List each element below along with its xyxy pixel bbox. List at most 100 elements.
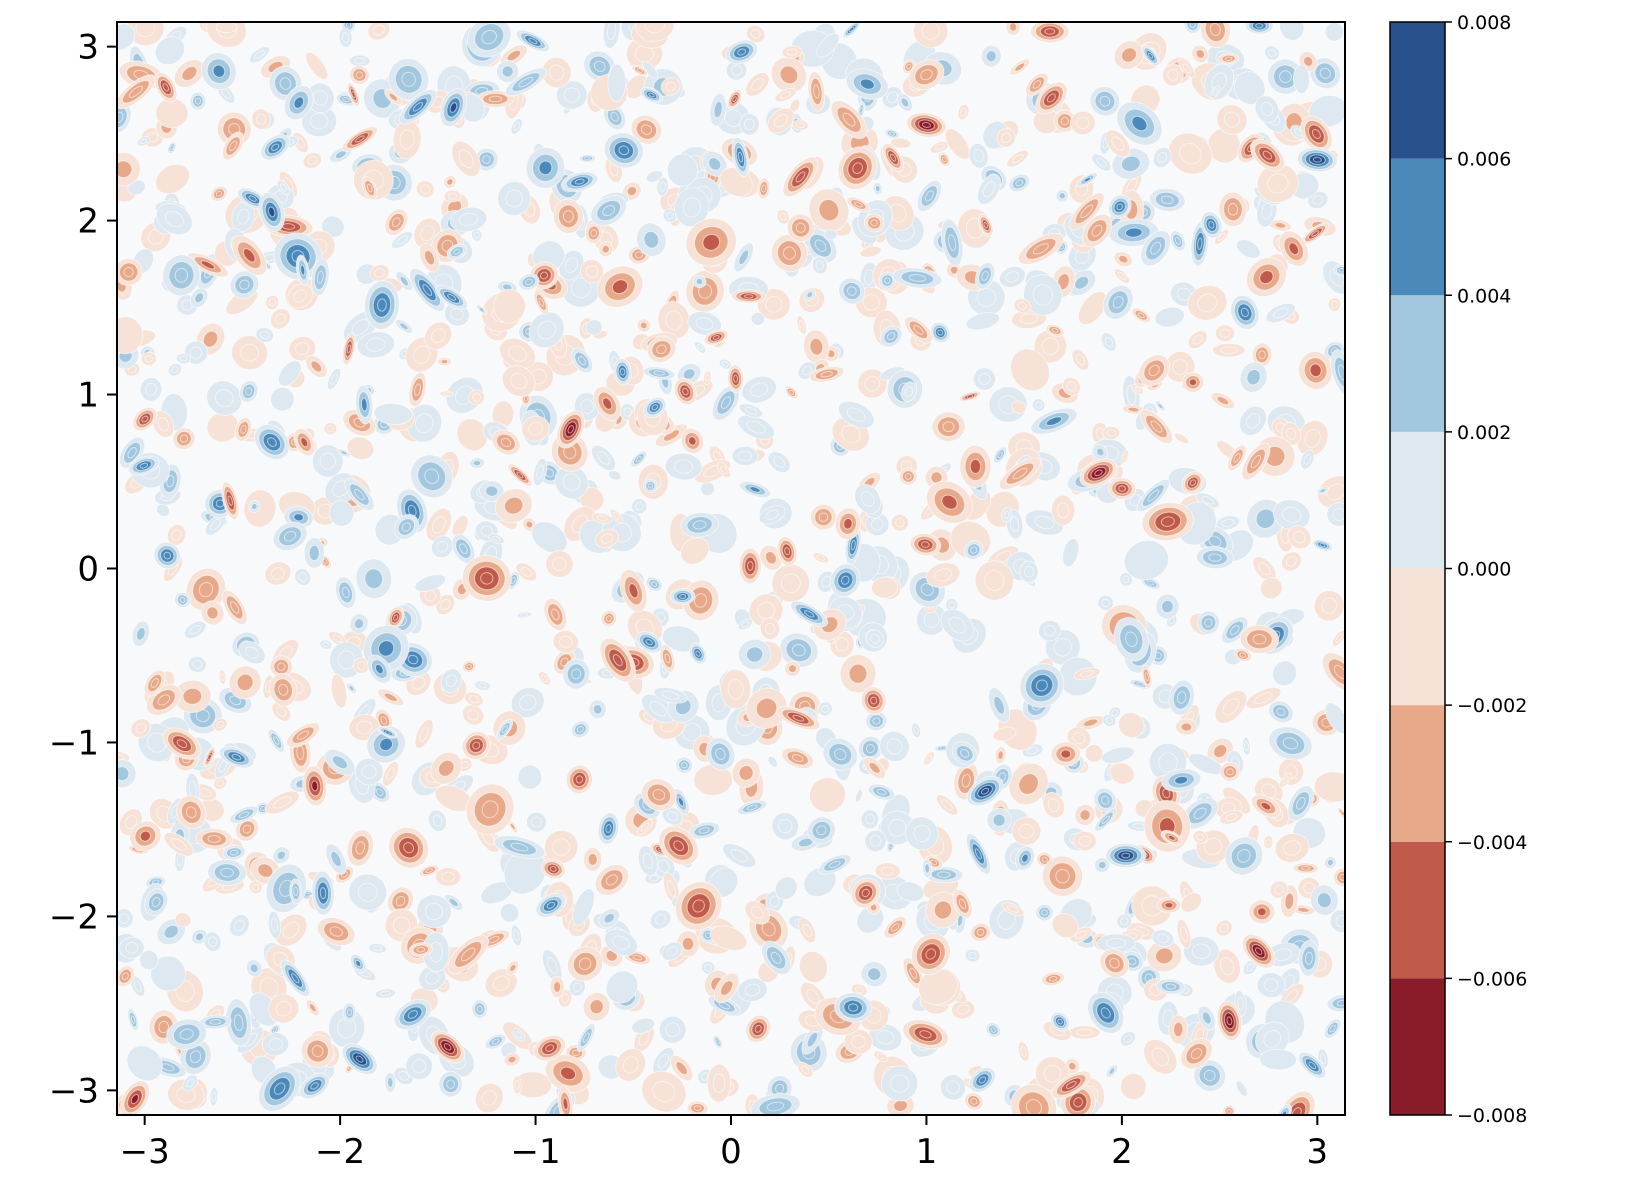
contour-patch <box>771 812 800 841</box>
contour-patch <box>712 1034 723 1049</box>
contour-patch <box>325 843 348 875</box>
contour-patch <box>1068 1025 1101 1040</box>
contour-level <box>909 967 918 980</box>
contour-level <box>432 814 443 827</box>
contour-level <box>194 97 202 105</box>
contour-patch <box>823 229 838 241</box>
contour-level <box>1213 744 1228 759</box>
contour-level <box>1235 239 1261 259</box>
contour-patch <box>1006 149 1029 168</box>
contour-level <box>1076 1028 1093 1037</box>
contour-level <box>867 967 882 981</box>
contour-patch <box>187 656 207 673</box>
contour-level <box>1106 429 1116 437</box>
contour-level <box>1014 62 1026 72</box>
contour-level <box>440 359 449 365</box>
contour-level <box>1180 722 1193 732</box>
contour-patch <box>471 999 489 1019</box>
contour-level <box>181 66 198 81</box>
contour-level <box>1044 28 1056 35</box>
contour-patch <box>443 189 462 203</box>
contour-patch <box>368 943 387 954</box>
contour-level <box>488 95 503 103</box>
contour-level <box>1006 905 1019 913</box>
contour-level <box>229 849 239 856</box>
contour-level <box>179 355 188 362</box>
contour-patch <box>631 497 648 515</box>
contour-patch <box>1327 297 1342 312</box>
contour-patch <box>910 722 922 738</box>
contour-patch <box>327 367 342 391</box>
contour-patch <box>173 59 206 88</box>
contour-level <box>1220 346 1238 355</box>
contour-level <box>499 902 520 923</box>
contour-patch <box>797 1061 814 1078</box>
contour-level <box>883 277 891 284</box>
contour-level <box>1229 625 1240 636</box>
contour-patch <box>1292 862 1319 875</box>
contour-patch <box>700 960 716 975</box>
contour-level <box>936 871 951 878</box>
contour-patch <box>1030 22 1070 44</box>
contour-patch <box>1008 173 1031 193</box>
contour-level <box>765 295 783 313</box>
contour-level <box>1096 157 1107 168</box>
contour-level <box>872 717 881 725</box>
contour-patch <box>328 1007 366 1049</box>
contour-patch <box>1168 1014 1189 1045</box>
contour-level <box>215 22 238 34</box>
contour-level <box>517 764 543 790</box>
contour-level <box>520 612 529 617</box>
contour-level <box>778 818 793 834</box>
contour-level <box>514 1080 520 1090</box>
contour-patch <box>1218 53 1240 65</box>
contour-level <box>904 473 912 480</box>
contour-patch <box>796 315 807 335</box>
contour-level <box>1330 300 1339 309</box>
contour-patch <box>993 446 1008 464</box>
contour-level <box>372 945 383 952</box>
contour-patch <box>301 104 338 138</box>
contour-level <box>1043 625 1056 637</box>
contour-level <box>798 319 805 331</box>
contour-level <box>195 709 210 723</box>
contour-level <box>969 458 982 474</box>
contour-patch <box>860 961 888 988</box>
contour-level <box>985 50 997 63</box>
contour-patch <box>1091 153 1112 172</box>
contour-level <box>1252 634 1267 645</box>
contour-patch <box>1175 718 1198 736</box>
contour-level <box>442 391 451 397</box>
contour-patch <box>591 444 617 472</box>
contour-level <box>941 156 947 163</box>
contour-level <box>1041 337 1059 356</box>
contour-level <box>1219 328 1231 338</box>
contour-level <box>553 981 562 993</box>
contour-patch <box>865 512 890 537</box>
contour-patch <box>694 341 707 354</box>
contour-patch <box>203 931 222 952</box>
contour-patch <box>204 513 227 536</box>
contour-level <box>619 368 626 376</box>
contour-level <box>481 1090 497 1106</box>
contour-level <box>1074 275 1090 290</box>
contour-level <box>647 483 654 489</box>
contour-patch <box>1210 392 1236 410</box>
contour-level <box>1258 350 1266 360</box>
contour-patch <box>692 274 707 289</box>
contour-level <box>800 1065 810 1075</box>
contour-level <box>626 186 638 197</box>
contour-level <box>934 143 945 151</box>
contour-level <box>942 421 955 433</box>
contour-patch <box>675 756 694 774</box>
contour-level <box>1274 222 1287 229</box>
contour-level <box>1155 947 1174 965</box>
contour-level <box>1239 652 1247 658</box>
contour-level <box>1246 963 1255 972</box>
contour-level <box>189 624 202 635</box>
contour-patch <box>860 809 880 830</box>
contour-patch <box>1242 959 1258 976</box>
contour-level <box>864 375 881 392</box>
contour-level <box>682 723 702 742</box>
contour-patch <box>784 385 799 400</box>
